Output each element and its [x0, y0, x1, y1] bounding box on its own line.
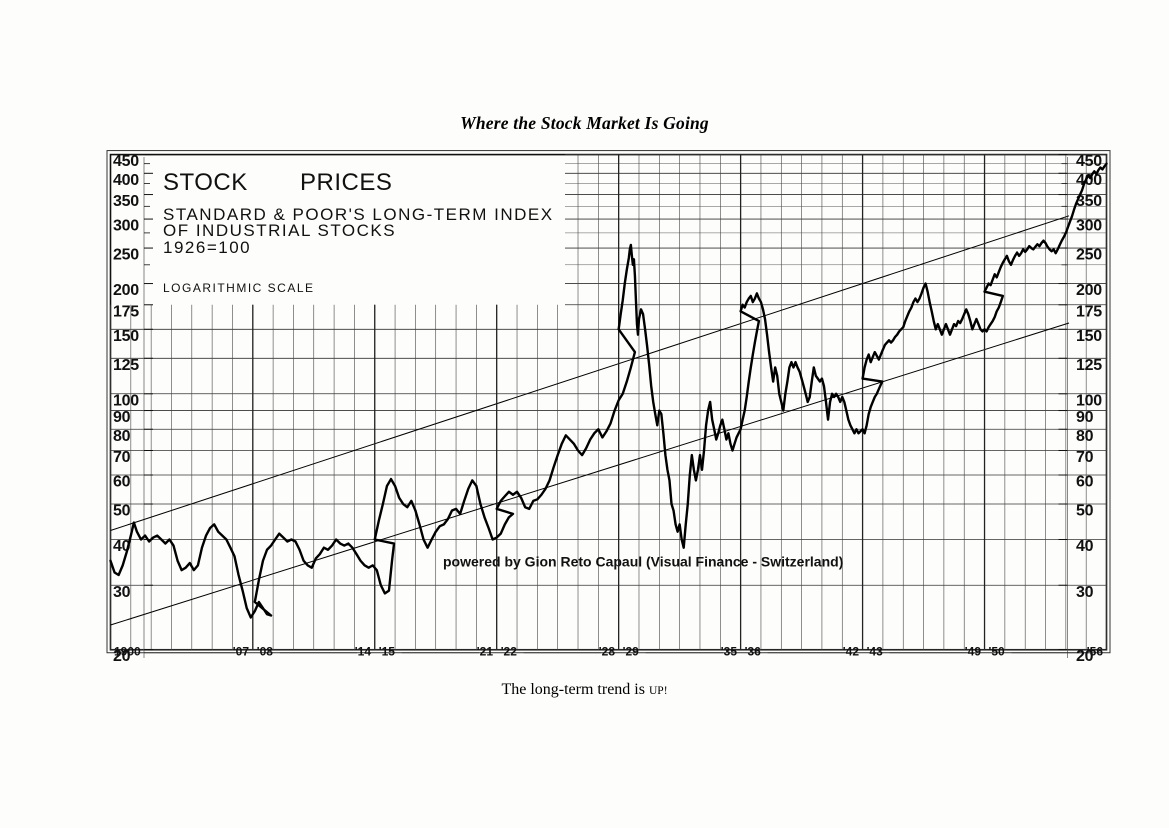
svg-text:40: 40 [1076, 538, 1094, 555]
svg-text:80: 80 [113, 428, 131, 445]
svg-text:'35: '35 [721, 645, 738, 659]
svg-text:'14: '14 [355, 645, 372, 659]
svg-text:100: 100 [113, 392, 139, 409]
svg-text:300: 300 [1076, 218, 1102, 235]
svg-text:PRICES: PRICES [300, 169, 392, 196]
svg-text:90: 90 [113, 409, 131, 426]
svg-text:200: 200 [1076, 282, 1102, 299]
svg-text:70: 70 [1076, 449, 1094, 466]
svg-text:'36: '36 [745, 645, 762, 659]
svg-text:50: 50 [113, 503, 131, 520]
svg-text:'43: '43 [867, 645, 884, 659]
svg-text:175: 175 [1076, 303, 1102, 320]
svg-text:'28: '28 [599, 645, 616, 659]
svg-text:400: 400 [1076, 172, 1102, 189]
svg-text:400: 400 [113, 172, 139, 189]
svg-text:150: 150 [1076, 328, 1102, 345]
svg-text:'29: '29 [623, 645, 640, 659]
svg-text:70: 70 [113, 449, 131, 466]
svg-text:60: 60 [1076, 474, 1094, 491]
svg-text:30: 30 [113, 584, 131, 601]
svg-text:'21: '21 [477, 645, 494, 659]
svg-text:'50: '50 [989, 645, 1006, 659]
svg-text:'42: '42 [843, 645, 860, 659]
svg-text:125: 125 [113, 357, 139, 374]
svg-text:80: 80 [1076, 428, 1094, 445]
svg-text:450: 450 [113, 153, 139, 170]
svg-text:250: 250 [113, 247, 139, 264]
svg-text:450: 450 [1076, 153, 1102, 170]
svg-text:'15: '15 [379, 645, 396, 659]
svg-text:100: 100 [1076, 392, 1102, 409]
svg-text:200: 200 [113, 282, 139, 299]
svg-text:90: 90 [1076, 409, 1094, 426]
svg-text:'56: '56 [1087, 645, 1104, 659]
svg-text:'08: '08 [257, 645, 274, 659]
svg-text:1900: 1900 [114, 645, 141, 659]
svg-text:175: 175 [113, 303, 139, 320]
svg-text:powered by Gion Reto Capaul (V: powered by Gion Reto Capaul (Visual Fina… [443, 554, 843, 570]
svg-text:300: 300 [113, 218, 139, 235]
svg-text:350: 350 [113, 193, 139, 210]
svg-text:30: 30 [1076, 584, 1094, 601]
svg-text:STOCK: STOCK [163, 169, 248, 196]
svg-text:60: 60 [113, 474, 131, 491]
svg-text:'49: '49 [965, 645, 982, 659]
svg-text:125: 125 [1076, 357, 1102, 374]
svg-text:LOGARITHMIC SCALE: LOGARITHMIC SCALE [163, 281, 315, 295]
svg-text:50: 50 [1076, 503, 1094, 520]
svg-text:150: 150 [113, 328, 139, 345]
svg-text:250: 250 [1076, 247, 1102, 264]
svg-text:'22: '22 [501, 645, 518, 659]
svg-text:1926=100: 1926=100 [163, 238, 251, 257]
svg-text:'07: '07 [233, 645, 250, 659]
